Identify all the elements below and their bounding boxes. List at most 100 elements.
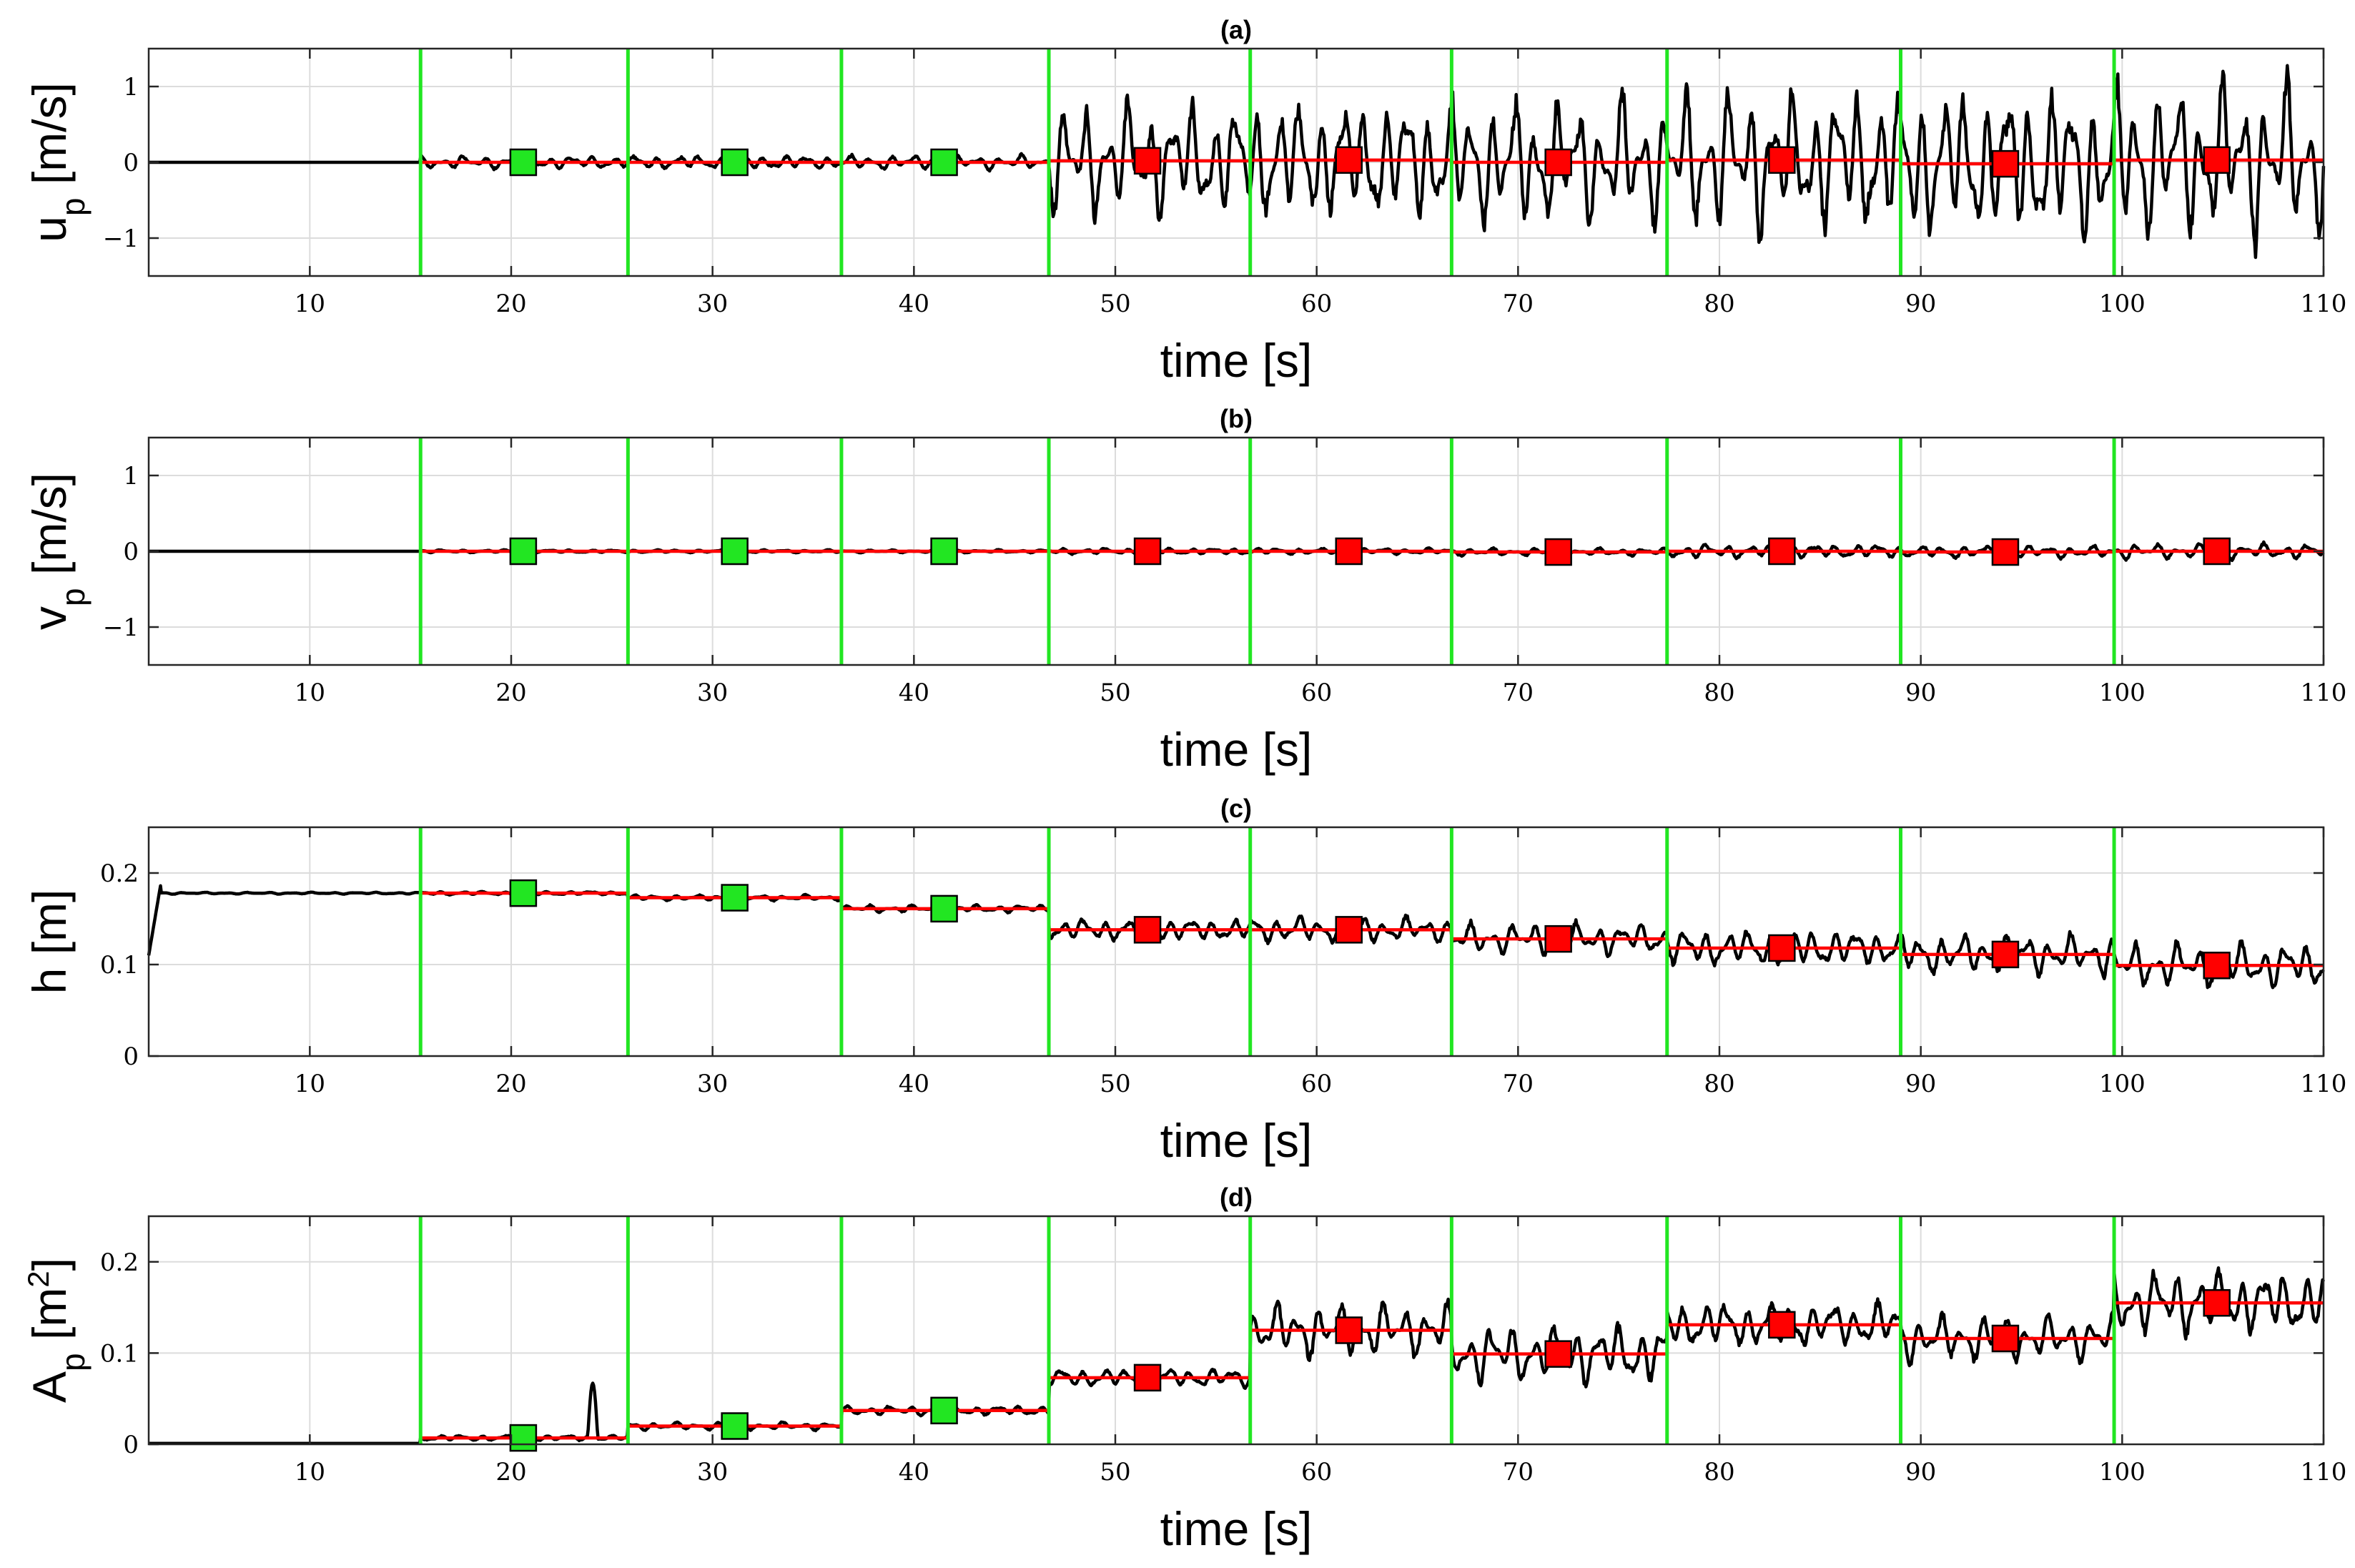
red-square-marker (1991, 149, 2020, 178)
x-tick-label: 60 (1301, 1070, 1332, 1098)
green-square-marker (509, 537, 538, 566)
x-tick-label: 10 (295, 1458, 325, 1486)
green-square-marker (930, 1396, 958, 1425)
red-square-marker (1133, 147, 1162, 175)
red-square-marker (1768, 934, 1796, 962)
red-square-marker (2203, 537, 2231, 566)
y-label-unit: [m/s] (23, 82, 76, 197)
y-axis-label: Ap [m2] (21, 1258, 92, 1403)
x-tick-label: 80 (1704, 1458, 1734, 1486)
y-label-superscript: 2 (21, 1271, 55, 1287)
green-square-marker (509, 148, 538, 177)
y-label-main: u (23, 216, 76, 242)
x-tick-label: 80 (1704, 290, 1734, 318)
x-tick-label: 50 (1100, 290, 1130, 318)
red-square-marker (1991, 940, 2020, 969)
red-square-marker (1991, 1324, 2020, 1353)
x-tick-label: 90 (1905, 290, 1936, 318)
y-tick-label: 0 (123, 149, 139, 177)
panel-title: (a) (1220, 15, 1252, 44)
panel-3: 10 20 30 40 50 60 70 80 90 100 110 0 0.1 0.2 (c) time [… (23, 794, 2346, 1167)
x-tick-label: 90 (1905, 679, 1936, 707)
y-label-unit-end: ] (23, 1258, 76, 1271)
green-square-marker (721, 537, 749, 566)
x-tick-label: 60 (1301, 1458, 1332, 1486)
x-tick-label: 40 (899, 1070, 929, 1098)
y-axis-label: up [m/s] (23, 82, 92, 242)
green-square-marker (721, 1412, 749, 1440)
x-tick-label: 70 (1503, 1458, 1534, 1486)
x-tick-label: 30 (697, 1458, 728, 1486)
y-label-main: A (23, 1371, 76, 1403)
x-tick-label: 50 (1100, 679, 1130, 707)
x-tick-label: 110 (2301, 679, 2347, 707)
red-square-marker (1133, 537, 1162, 566)
y-tick-label: 1 (123, 462, 139, 490)
red-square-marker (1133, 916, 1162, 944)
x-tick-label: 70 (1503, 1070, 1534, 1098)
x-tick-label: 100 (2099, 679, 2146, 707)
panel-1: 10 20 30 40 50 60 70 80 90 100 110 −1 0 1 (a) time [s] u… (23, 15, 2346, 387)
green-square-marker (509, 879, 538, 907)
x-tick-label: 20 (495, 1070, 526, 1098)
panel-title: (b) (1220, 404, 1253, 433)
red-square-marker (1544, 1340, 1572, 1368)
x-tick-label: 90 (1905, 1070, 1936, 1098)
red-square-marker (2203, 146, 2231, 174)
y-label-main: v (23, 606, 76, 630)
x-tick-label: 40 (899, 1458, 929, 1486)
x-tick-label: 60 (1301, 679, 1332, 707)
x-tick-label: 20 (495, 679, 526, 707)
x-axis-label: time [s] (1160, 334, 1313, 387)
signal-line (148, 1266, 2325, 1445)
x-tick-label: 100 (2099, 290, 2146, 318)
x-tick-label: 50 (1100, 1458, 1130, 1486)
green-square-marker (721, 148, 749, 177)
red-square-marker (2203, 1288, 2231, 1317)
x-tick-label: 110 (2301, 290, 2347, 318)
panel-title: (d) (1220, 1183, 1253, 1212)
red-square-marker (2203, 952, 2231, 980)
axes-box (147, 1215, 2325, 1446)
x-tick-label: 10 (295, 290, 325, 318)
x-tick-label: 80 (1704, 1070, 1734, 1098)
panel-4: 10 20 30 40 50 60 70 80 90 100 110 0 0.1 0.2 (d) time [… (21, 1183, 2346, 1555)
signal-line (147, 884, 2325, 990)
green-square-marker (930, 894, 958, 923)
x-axis-label: time [s] (1160, 1502, 1313, 1555)
red-square-marker (1544, 148, 1572, 177)
red-square-marker (1768, 1311, 1796, 1339)
y-label-unit: [m (23, 1288, 76, 1353)
y-tick-label: 0.1 (100, 951, 139, 980)
y-label-subscript: p (54, 198, 92, 217)
x-axis-label: time [s] (1160, 723, 1313, 776)
x-tick-label: 70 (1503, 290, 1534, 318)
y-label-subscript: p (54, 588, 92, 606)
y-tick-label: 0 (123, 538, 139, 566)
y-tick-label: 1 (123, 73, 139, 102)
green-square-marker (509, 1424, 538, 1452)
x-tick-label: 10 (295, 679, 325, 707)
x-tick-label: 30 (697, 290, 728, 318)
green-square-marker (930, 148, 958, 177)
green-square-marker (930, 537, 958, 566)
y-axis-label: h [m] (23, 889, 76, 995)
panel-title: (c) (1220, 794, 1252, 823)
y-tick-label: 0.2 (100, 859, 139, 888)
x-tick-label: 110 (2301, 1070, 2347, 1098)
y-tick-label: −1 (103, 613, 139, 642)
y-label-unit: [m/s] (23, 473, 76, 588)
green-square-marker (721, 884, 749, 912)
y-tick-label: 0.1 (100, 1339, 139, 1368)
red-square-marker (1335, 1316, 1363, 1344)
x-tick-label: 110 (2301, 1458, 2347, 1486)
y-label-main: h [m] (23, 889, 76, 995)
x-tick-label: 10 (295, 1070, 325, 1098)
y-axis-label: vp [m/s] (23, 473, 92, 630)
red-square-marker (1768, 537, 1796, 566)
x-tick-label: 100 (2099, 1458, 2146, 1486)
x-tick-label: 80 (1704, 679, 1734, 707)
x-tick-label: 60 (1301, 290, 1332, 318)
x-axis-label: time [s] (1160, 1114, 1313, 1167)
